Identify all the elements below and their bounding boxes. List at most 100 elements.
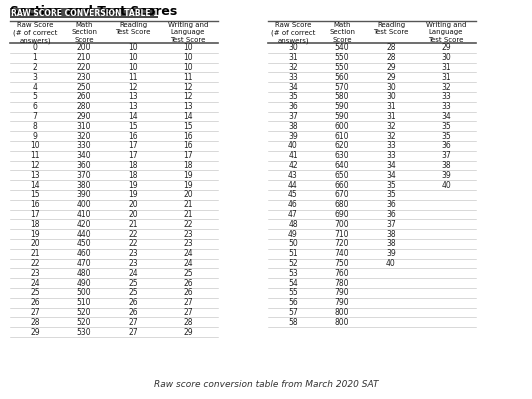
Text: 9: 9 [32, 132, 37, 140]
Text: 52: 52 [288, 259, 298, 268]
Text: 420: 420 [77, 220, 92, 229]
Text: 26: 26 [183, 279, 193, 288]
Text: 230: 230 [77, 73, 92, 82]
Text: 11: 11 [30, 151, 40, 160]
Text: 760: 760 [335, 269, 350, 278]
Text: 700: 700 [335, 220, 350, 229]
Text: Raw score conversion table from March 2020 SAT: Raw score conversion table from March 20… [154, 380, 378, 389]
Text: Math
Section
Score: Math Section Score [71, 22, 97, 43]
Text: 19: 19 [30, 229, 40, 239]
Text: 10: 10 [183, 53, 193, 62]
Text: 750: 750 [335, 259, 350, 268]
Text: 22: 22 [183, 220, 193, 229]
Text: 31: 31 [441, 73, 451, 82]
Text: 57: 57 [288, 308, 298, 317]
Text: 340: 340 [77, 151, 92, 160]
Text: 650: 650 [335, 171, 350, 180]
Text: 500: 500 [77, 288, 92, 297]
Text: 27: 27 [183, 298, 193, 307]
Text: 42: 42 [288, 161, 298, 170]
Text: 16: 16 [30, 200, 40, 209]
Text: 540: 540 [335, 43, 350, 52]
Text: Raw Score
(# of correct
answers): Raw Score (# of correct answers) [13, 22, 57, 43]
Text: 390: 390 [77, 190, 92, 200]
Text: 24: 24 [30, 279, 40, 288]
Text: 27: 27 [128, 318, 138, 327]
Text: 40: 40 [386, 259, 396, 268]
Text: 29: 29 [441, 43, 451, 52]
Text: 690: 690 [335, 210, 350, 219]
Text: 56: 56 [288, 298, 298, 307]
Text: Math
Section
Score: Math Section Score [329, 22, 355, 43]
Text: 36: 36 [288, 102, 298, 111]
Text: 460: 460 [77, 249, 92, 258]
Text: 47: 47 [288, 210, 298, 219]
Text: 14: 14 [30, 181, 40, 190]
Text: 800: 800 [335, 318, 349, 327]
Text: 43: 43 [288, 171, 298, 180]
Text: 44: 44 [288, 181, 298, 190]
Text: Writing and
Language
Test Score: Writing and Language Test Score [426, 22, 466, 43]
Text: 23: 23 [128, 249, 138, 258]
Text: 11: 11 [128, 73, 138, 82]
Text: 590: 590 [335, 102, 350, 111]
Text: 25: 25 [128, 279, 138, 288]
Text: 38: 38 [386, 239, 396, 249]
Text: 37: 37 [386, 220, 396, 229]
Text: 38: 38 [288, 122, 298, 131]
Text: 6: 6 [32, 102, 37, 111]
Text: 640: 640 [335, 161, 350, 170]
Text: 31: 31 [386, 112, 396, 121]
Text: 27: 27 [128, 328, 138, 337]
Text: 23: 23 [128, 259, 138, 268]
Text: 22: 22 [128, 239, 138, 249]
Text: 41: 41 [288, 151, 298, 160]
Text: 13: 13 [128, 102, 138, 111]
Text: 37: 37 [441, 151, 451, 160]
Text: 660: 660 [335, 181, 350, 190]
Text: 45: 45 [288, 190, 298, 200]
Text: 25: 25 [183, 269, 193, 278]
Text: 29: 29 [386, 73, 396, 82]
Text: 12: 12 [128, 83, 138, 92]
Text: 250: 250 [77, 83, 92, 92]
Text: 720: 720 [335, 239, 349, 249]
Text: 55: 55 [288, 288, 298, 297]
Text: 16: 16 [183, 132, 193, 140]
Text: 14: 14 [128, 112, 138, 121]
Text: 4: 4 [32, 83, 37, 92]
Text: 29: 29 [30, 328, 40, 337]
Text: 27: 27 [30, 308, 40, 317]
Text: 32: 32 [386, 122, 396, 131]
Text: 570: 570 [335, 83, 350, 92]
Text: 33: 33 [441, 93, 451, 101]
Text: 24: 24 [183, 249, 193, 258]
Text: 28: 28 [386, 43, 396, 52]
Text: 29: 29 [183, 328, 193, 337]
Text: 8: 8 [32, 122, 37, 131]
Text: 550: 550 [335, 53, 350, 62]
Text: 490: 490 [77, 279, 92, 288]
Text: 35: 35 [386, 190, 396, 200]
Text: 740: 740 [335, 249, 350, 258]
Text: 34: 34 [386, 171, 396, 180]
Text: 560: 560 [335, 73, 350, 82]
Text: 54: 54 [288, 279, 298, 288]
Text: 22: 22 [128, 229, 138, 239]
Text: 36: 36 [386, 210, 396, 219]
Text: 31: 31 [288, 53, 298, 62]
Text: Reading
Test Score: Reading Test Score [115, 22, 151, 35]
Text: 25: 25 [128, 288, 138, 297]
Text: 39: 39 [288, 132, 298, 140]
Text: 590: 590 [335, 112, 350, 121]
Text: 360: 360 [77, 161, 92, 170]
Text: 15: 15 [128, 122, 138, 131]
Text: 50: 50 [288, 239, 298, 249]
Text: 30: 30 [288, 43, 298, 52]
Text: 13: 13 [128, 93, 138, 101]
Text: 530: 530 [77, 328, 92, 337]
Text: 470: 470 [77, 259, 92, 268]
Text: 10: 10 [128, 63, 138, 72]
Text: 48: 48 [288, 220, 298, 229]
Text: 680: 680 [335, 200, 349, 209]
